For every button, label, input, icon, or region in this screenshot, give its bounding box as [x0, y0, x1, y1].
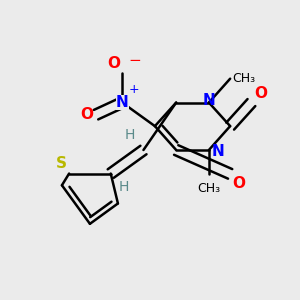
- Text: H: H: [119, 180, 129, 194]
- Text: O: O: [80, 107, 93, 122]
- Text: +: +: [129, 83, 140, 96]
- Text: H: H: [125, 128, 135, 142]
- Text: N: N: [212, 144, 224, 159]
- Text: O: O: [232, 176, 245, 191]
- Text: N: N: [202, 93, 215, 108]
- Text: −: −: [129, 53, 142, 68]
- Text: N: N: [116, 95, 129, 110]
- Text: CH₃: CH₃: [197, 182, 220, 195]
- Text: O: O: [254, 86, 267, 101]
- Text: S: S: [56, 156, 67, 171]
- Text: CH₃: CH₃: [232, 72, 255, 85]
- Text: O: O: [108, 56, 121, 71]
